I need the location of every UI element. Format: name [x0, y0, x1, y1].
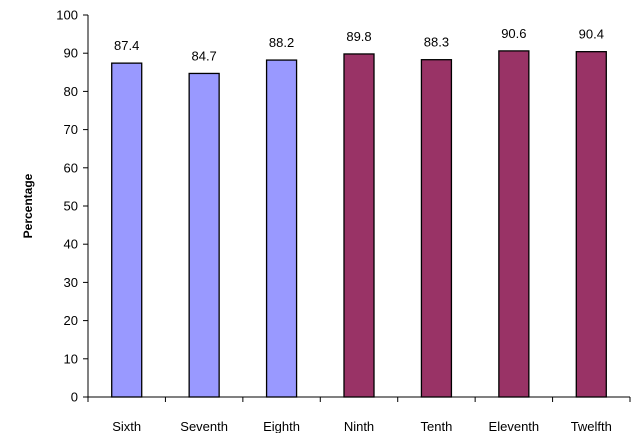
y-tick-label: 80 — [64, 84, 78, 99]
y-axis-title: Percentage — [21, 173, 35, 238]
bars — [111, 50, 607, 398]
bar-tenth — [420, 59, 453, 398]
data-label-ninth: 89.8 — [346, 29, 371, 44]
x-tick-label-seventh: Seventh — [180, 419, 228, 433]
y-tick-label: 10 — [64, 351, 78, 366]
data-label-seventh: 84.7 — [191, 48, 216, 63]
y-tick-label: 30 — [64, 275, 78, 290]
bar-eighth — [265, 59, 298, 398]
bar-eleventh — [498, 50, 530, 398]
y-tick-label: 90 — [64, 46, 78, 61]
y-tick-label: 0 — [71, 390, 78, 405]
bar-ninth — [343, 53, 375, 398]
data-label-tenth: 88.3 — [424, 35, 449, 50]
y-tick-label: 40 — [64, 237, 78, 252]
data-labels: 87.4 84.7 88.2 89.8 88.3 90.6 90.4 — [114, 26, 604, 64]
x-tick-label-tenth: Tenth — [421, 419, 453, 433]
x-tick-label-sixth: Sixth — [112, 419, 141, 433]
x-tick-label-ninth: Ninth — [344, 419, 374, 433]
y-tick-label: 50 — [64, 199, 78, 214]
bar-seventh — [188, 72, 220, 398]
y-tick-label: 100 — [56, 8, 78, 23]
bar-twelfth — [575, 51, 607, 398]
y-tick-label: 20 — [64, 313, 78, 328]
y-tick-label: 60 — [64, 160, 78, 175]
bar-sixth — [111, 62, 143, 398]
data-label-sixth: 87.4 — [114, 38, 139, 53]
x-tick-label-twelfth: Twelfth — [571, 419, 612, 433]
data-label-eleventh: 90.6 — [501, 26, 526, 41]
x-tick-label-eighth: Eighth — [263, 419, 300, 433]
data-label-eighth: 88.2 — [269, 35, 294, 50]
x-tick-label-eleventh: Eleventh — [489, 419, 540, 433]
axes: 0 10 20 30 40 50 60 70 80 90 100 Sixth Seventh Eighth… — [56, 8, 631, 433]
data-label-twelfth: 90.4 — [579, 27, 604, 42]
y-tick-label: 70 — [64, 122, 78, 137]
